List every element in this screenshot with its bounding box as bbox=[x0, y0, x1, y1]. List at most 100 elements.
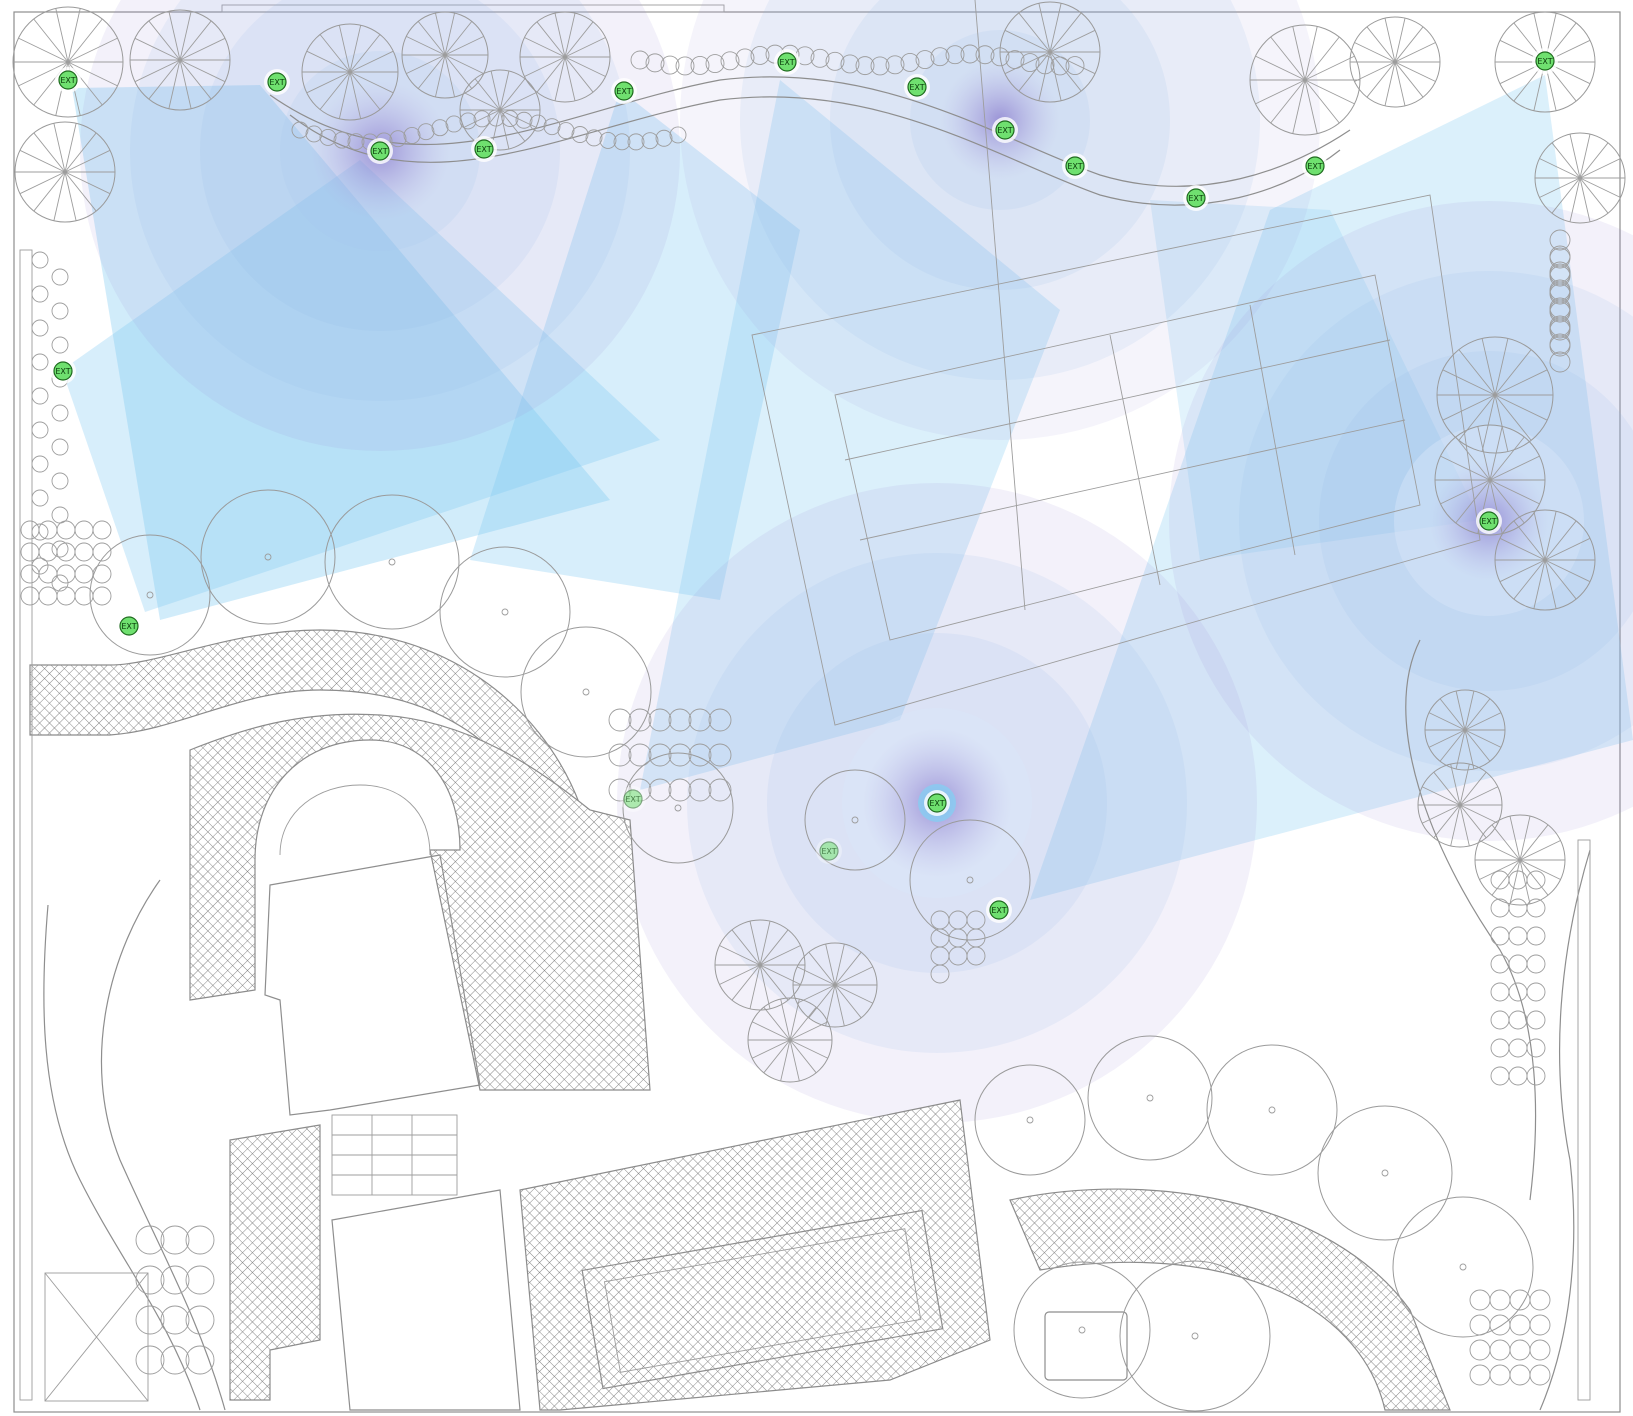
ext-marker-label: EXT bbox=[821, 847, 836, 856]
tree-outline bbox=[324, 494, 460, 630]
shrub bbox=[1490, 1066, 1510, 1086]
ext-marker[interactable]: EXT bbox=[1302, 153, 1328, 179]
tree-outline bbox=[1206, 1044, 1338, 1176]
ext-marker-label: EXT bbox=[269, 78, 284, 87]
shrub bbox=[1508, 1066, 1528, 1086]
shrub bbox=[473, 110, 491, 128]
shrub bbox=[20, 520, 40, 540]
ext-marker-dot bbox=[119, 616, 139, 636]
ext-marker[interactable]: EXT bbox=[986, 897, 1012, 923]
shrub bbox=[840, 54, 860, 74]
shrub bbox=[389, 130, 407, 148]
coverage-wedge bbox=[62, 160, 660, 612]
shrub bbox=[1526, 926, 1546, 946]
shrub bbox=[705, 54, 725, 74]
ext-marker-dot bbox=[1535, 51, 1555, 71]
ext-marker[interactable]: EXT bbox=[50, 358, 76, 384]
ext-marker[interactable]: EXT bbox=[904, 74, 930, 100]
shrub bbox=[1490, 870, 1510, 890]
ext-marker-dot bbox=[267, 72, 287, 92]
shrub bbox=[1529, 1314, 1551, 1336]
ext-marker-dot bbox=[907, 77, 927, 97]
ext-marker[interactable]: EXT bbox=[367, 138, 393, 164]
shrub bbox=[1549, 351, 1571, 373]
shrub bbox=[135, 1265, 165, 1295]
shrub bbox=[51, 268, 69, 286]
ext-marker[interactable]: EXT bbox=[264, 69, 290, 95]
ext-marker[interactable]: EXT bbox=[816, 838, 842, 864]
ext-marker-label: EXT bbox=[909, 83, 924, 92]
shrub bbox=[1549, 229, 1571, 251]
tree-canopy bbox=[792, 942, 878, 1028]
ext-marker[interactable]: EXT bbox=[924, 790, 950, 816]
ext-marker[interactable]: EXT bbox=[116, 613, 142, 639]
ext-marker-dot bbox=[53, 361, 73, 381]
tree-canopy bbox=[14, 121, 116, 223]
tree-canopy bbox=[1534, 132, 1626, 224]
coverage-rings-nw bbox=[80, 0, 680, 451]
shrub bbox=[20, 564, 40, 584]
tree-canopy bbox=[1494, 509, 1596, 611]
shrub bbox=[185, 1225, 215, 1255]
shrub bbox=[185, 1345, 215, 1375]
shrub bbox=[1469, 1364, 1491, 1386]
shrub bbox=[1508, 926, 1528, 946]
shrub bbox=[1469, 1339, 1491, 1361]
tree-canopy bbox=[129, 9, 231, 111]
shrub bbox=[291, 121, 309, 139]
ext-marker-label: EXT bbox=[1537, 57, 1552, 66]
ext-marker-label: EXT bbox=[55, 367, 70, 376]
tree-outline bbox=[974, 1064, 1086, 1176]
ext-marker-label: EXT bbox=[1188, 194, 1203, 203]
ext-marker[interactable]: EXT bbox=[992, 117, 1018, 143]
shrub bbox=[1489, 1289, 1511, 1311]
ext-marker[interactable]: EXT bbox=[1476, 508, 1502, 534]
shrub bbox=[459, 112, 477, 130]
shrub bbox=[20, 542, 40, 562]
ext-marker-layer: EXT EXT EXT EXT EXT EXT EXT EXT EXT EXT EXT EXT EXT E… bbox=[50, 48, 1558, 923]
west-path bbox=[43, 904, 201, 1411]
ext-marker[interactable]: EXT bbox=[620, 786, 646, 812]
shrub bbox=[930, 964, 950, 984]
shrub bbox=[431, 119, 449, 137]
shrub bbox=[417, 123, 435, 141]
ext-marker-dot bbox=[819, 841, 839, 861]
shrub bbox=[160, 1265, 190, 1295]
shrub bbox=[487, 109, 505, 127]
shrub bbox=[20, 586, 40, 606]
tree-canopy bbox=[1349, 16, 1441, 108]
shrub bbox=[529, 114, 547, 132]
shrub bbox=[1549, 301, 1571, 323]
shrub bbox=[305, 125, 323, 143]
tree-canopy bbox=[519, 11, 611, 103]
shrub bbox=[668, 743, 692, 767]
ext-marker[interactable]: EXT bbox=[471, 136, 497, 162]
shrub bbox=[855, 56, 875, 76]
shrub bbox=[92, 520, 112, 540]
ext-marker[interactable]: EXT bbox=[611, 78, 637, 104]
ext-marker-dot bbox=[995, 120, 1015, 140]
ext-marker[interactable]: EXT bbox=[1183, 185, 1209, 211]
shrub bbox=[1065, 56, 1085, 76]
shrub bbox=[31, 557, 49, 575]
tree-outline bbox=[1317, 1105, 1453, 1241]
tree-canopy bbox=[1474, 814, 1566, 906]
ext-marker-dot bbox=[623, 789, 643, 809]
shrub bbox=[51, 540, 69, 558]
ext-marker-dot bbox=[1065, 156, 1085, 176]
ext-marker-label: EXT bbox=[625, 795, 640, 804]
tree-canopy bbox=[1249, 24, 1361, 136]
tree-canopy bbox=[401, 11, 489, 99]
shrub bbox=[930, 47, 950, 67]
shrub bbox=[975, 45, 995, 65]
ext-marker[interactable]: EXT bbox=[1532, 48, 1558, 74]
ext-marker[interactable]: EXT bbox=[1062, 153, 1088, 179]
ext-marker[interactable]: EXT bbox=[774, 49, 800, 75]
ext-marker-dot bbox=[1186, 188, 1206, 208]
ext-marker-label: EXT bbox=[779, 58, 794, 67]
shrub bbox=[135, 1305, 165, 1335]
shrub bbox=[1469, 1289, 1491, 1311]
east-path bbox=[1539, 849, 1591, 1411]
ext-marker[interactable]: EXT bbox=[55, 67, 81, 93]
